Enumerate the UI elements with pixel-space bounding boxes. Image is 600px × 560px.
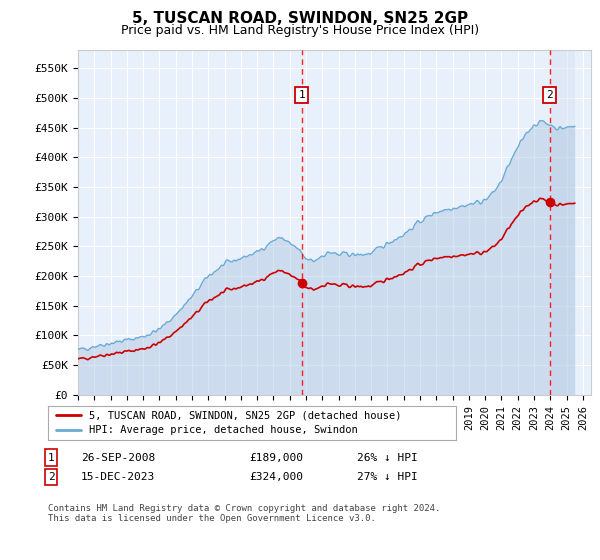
Text: HPI: Average price, detached house, Swindon: HPI: Average price, detached house, Swin… <box>89 425 358 435</box>
Text: 26-SEP-2008: 26-SEP-2008 <box>81 452 155 463</box>
Text: Price paid vs. HM Land Registry's House Price Index (HPI): Price paid vs. HM Land Registry's House … <box>121 24 479 36</box>
Text: £189,000: £189,000 <box>249 452 303 463</box>
Text: £324,000: £324,000 <box>249 472 303 482</box>
Text: 15-DEC-2023: 15-DEC-2023 <box>81 472 155 482</box>
Text: 27% ↓ HPI: 27% ↓ HPI <box>357 472 418 482</box>
Text: 2: 2 <box>47 472 55 482</box>
Text: 1: 1 <box>47 452 55 463</box>
Text: 1: 1 <box>298 90 305 100</box>
Text: 26% ↓ HPI: 26% ↓ HPI <box>357 452 418 463</box>
Text: 2: 2 <box>546 90 553 100</box>
Text: Contains HM Land Registry data © Crown copyright and database right 2024.
This d: Contains HM Land Registry data © Crown c… <box>48 504 440 524</box>
Text: 5, TUSCAN ROAD, SWINDON, SN25 2GP (detached house): 5, TUSCAN ROAD, SWINDON, SN25 2GP (detac… <box>89 410 401 421</box>
Text: 5, TUSCAN ROAD, SWINDON, SN25 2GP: 5, TUSCAN ROAD, SWINDON, SN25 2GP <box>132 11 468 26</box>
